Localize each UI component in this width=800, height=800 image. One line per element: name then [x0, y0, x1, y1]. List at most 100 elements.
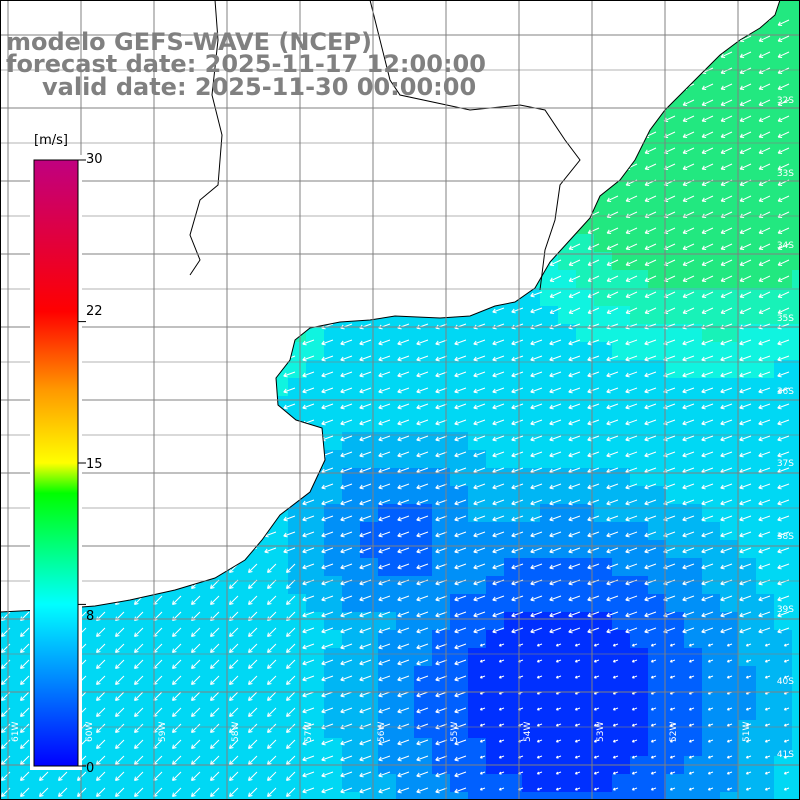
wind-cell — [252, 702, 271, 721]
wind-cell — [306, 666, 325, 685]
wind-cell — [342, 450, 361, 469]
wind-cell — [126, 774, 145, 793]
wind-arrow — [172, 707, 182, 717]
wind-cell — [792, 306, 800, 325]
wind-cell — [360, 702, 379, 721]
wind-cell — [288, 540, 307, 559]
wind-arrow — [701, 611, 714, 618]
wind-arrow — [340, 387, 353, 394]
wind-arrow — [530, 499, 543, 506]
wind-cell — [720, 666, 739, 685]
wind-arrow — [720, 451, 733, 458]
wind-cell — [576, 540, 595, 559]
wind-arrow — [682, 627, 695, 634]
wind-cell — [360, 630, 379, 649]
wind-cell — [774, 144, 793, 163]
wind-cell — [378, 630, 397, 649]
wind-arrow — [286, 659, 296, 669]
wind-cell — [306, 594, 325, 613]
wind-cell — [756, 180, 775, 199]
wind-arrow — [530, 291, 543, 298]
wind-cell — [450, 630, 469, 649]
wind-arrow — [321, 707, 334, 714]
wind-cell — [612, 630, 631, 649]
wind-cell — [486, 648, 505, 667]
wind-cell — [594, 648, 613, 667]
wind-cell — [450, 738, 469, 757]
wind-cell — [684, 774, 703, 793]
wind-arrow — [378, 419, 391, 426]
wind-arrow — [58, 787, 68, 797]
wind-arrow — [96, 739, 106, 749]
wind-cell — [216, 630, 235, 649]
wind-arrow — [650, 643, 657, 647]
wind-cell — [540, 792, 559, 800]
wind-arrow — [397, 355, 410, 362]
wind-arrow — [726, 787, 733, 791]
wind-cell — [504, 540, 523, 559]
wind-cell — [378, 414, 397, 433]
wind-cell — [774, 792, 793, 800]
lon-label: 52W — [669, 721, 679, 742]
wind-arrow — [210, 771, 220, 781]
wind-arrow — [530, 355, 543, 362]
wind-arrow — [549, 291, 562, 298]
wind-cell — [486, 306, 505, 325]
wind-arrow — [783, 659, 790, 663]
wind-cell — [666, 738, 685, 757]
wind-cell — [576, 288, 595, 307]
lat-label: 37S — [776, 459, 794, 469]
wind-cell — [702, 522, 721, 541]
wind-arrow — [479, 659, 486, 663]
wind-cell — [792, 216, 800, 235]
wind-cell — [612, 576, 631, 595]
wind-cell — [666, 486, 685, 505]
wind-arrow — [511, 483, 524, 490]
wind-cell — [594, 396, 613, 415]
wind-arrow — [511, 547, 524, 554]
wind-arrow — [644, 371, 657, 378]
wind-arrow — [359, 547, 372, 554]
wind-cell — [666, 666, 685, 685]
wind-cell — [702, 738, 721, 757]
wind-arrow — [302, 787, 315, 794]
wind-cell — [792, 738, 800, 757]
wind-arrow — [134, 771, 144, 781]
wind-cell — [666, 702, 685, 721]
wind-arrow — [739, 403, 752, 410]
wind-arrow — [739, 419, 752, 426]
wind-cell — [720, 792, 739, 800]
wind-arrow — [720, 435, 733, 442]
wind-arrow — [549, 419, 562, 426]
wind-cell — [612, 216, 631, 235]
wind-cell — [630, 684, 649, 703]
wind-cell — [396, 414, 415, 433]
wind-arrow — [302, 531, 315, 538]
wind-cell — [792, 792, 800, 800]
wind-arrow — [745, 755, 752, 759]
wind-cell — [378, 342, 397, 361]
wind-arrow — [549, 499, 562, 506]
wind-arrow — [340, 563, 353, 570]
wind-arrow — [530, 403, 543, 410]
wind-cell — [792, 180, 800, 199]
wind-cell — [666, 576, 685, 595]
wind-cell — [414, 378, 433, 397]
wind-arrow — [739, 627, 752, 634]
wind-arrow — [498, 643, 505, 647]
wind-cell — [378, 774, 397, 793]
wind-arrow — [359, 499, 372, 506]
wind-cell — [648, 504, 667, 523]
wind-arrow — [302, 771, 315, 778]
wind-cell — [630, 342, 649, 361]
wind-cell — [756, 288, 775, 307]
wind-cell — [738, 720, 757, 739]
wind-arrow — [606, 339, 619, 346]
wind-arrow — [321, 563, 334, 570]
wind-arrow — [669, 771, 676, 775]
wind-cell — [324, 486, 343, 505]
wind-cell — [126, 648, 145, 667]
wind-cell — [720, 270, 739, 289]
wind-cell — [684, 612, 703, 631]
wind-cell — [792, 540, 800, 559]
